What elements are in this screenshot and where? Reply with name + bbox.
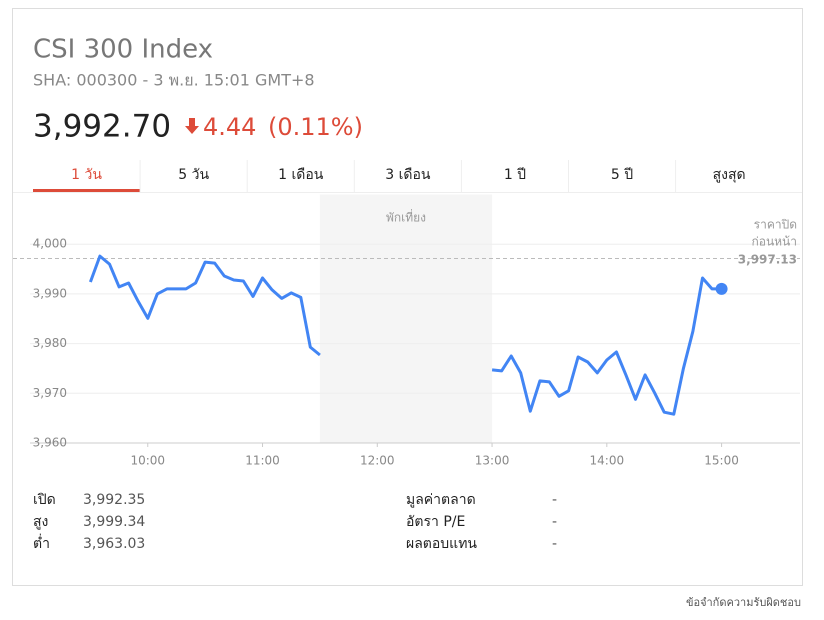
stat-value: 3,999.34 bbox=[83, 514, 145, 530]
y-tick-label: 3,960 bbox=[33, 436, 67, 450]
x-tick-label: 13:00 bbox=[475, 454, 510, 468]
change: 4.44 bbox=[203, 113, 256, 141]
stat-label: มูลค่าตลาด bbox=[406, 492, 476, 508]
stat-label: ผลตอบแทน bbox=[406, 536, 477, 552]
stat-label: อัตรา P/E bbox=[406, 514, 465, 530]
stat-label: เปิด bbox=[33, 492, 56, 508]
price: 3,992.70 bbox=[33, 109, 171, 145]
x-tick-label: 12:00 bbox=[360, 454, 395, 468]
y-tick-label: 3,970 bbox=[33, 386, 67, 400]
tab-underline bbox=[33, 189, 141, 192]
lunch-break bbox=[319, 194, 493, 443]
stat-label: ต่ำ bbox=[33, 534, 50, 552]
price-line bbox=[491, 276, 722, 416]
y-tick-label: 3,990 bbox=[33, 286, 67, 300]
tab[interactable]: 3 เดือน bbox=[385, 167, 431, 183]
tab[interactable]: 5 วัน bbox=[178, 167, 209, 183]
previous-close-label: ราคาปิด bbox=[754, 218, 797, 232]
tab[interactable]: 1 เดือน bbox=[278, 167, 324, 183]
tab[interactable]: 1 ปี bbox=[504, 167, 526, 183]
stat-value: - bbox=[552, 536, 557, 552]
stat-label: สูง bbox=[33, 514, 48, 530]
x-tick-label: 10:00 bbox=[130, 454, 165, 468]
lunch-break-label: พักเที่ยง bbox=[386, 209, 426, 225]
stat-value: 3,992.35 bbox=[83, 492, 145, 508]
previous-close-value: 3,997.13 bbox=[738, 253, 797, 267]
stat-value: 3,963.03 bbox=[83, 536, 145, 552]
tab[interactable]: 1 วัน bbox=[71, 167, 102, 183]
subtitle: SHA: 000300 - 3 พ.ย. 15:01 GMT+8 bbox=[33, 71, 315, 90]
x-tick-label: 11:00 bbox=[245, 454, 280, 468]
tab[interactable]: 5 ปี bbox=[611, 167, 633, 183]
price-line bbox=[88, 254, 321, 357]
tab[interactable]: สูงสุด bbox=[713, 167, 746, 183]
down-arrow bbox=[185, 118, 199, 134]
footer-link[interactable]: ข้อจำกัดความรับผิดชอบ bbox=[686, 596, 801, 609]
last-point bbox=[715, 282, 728, 295]
x-tick-label: 15:00 bbox=[704, 454, 739, 468]
stat-value: - bbox=[552, 492, 557, 508]
previous-close-label: ก่อนหน้า bbox=[751, 235, 797, 249]
x-tick-label: 14:00 bbox=[590, 454, 625, 468]
y-tick-label: 3,980 bbox=[33, 336, 67, 350]
title: CSI 300 Index bbox=[33, 35, 213, 65]
change-percent: (0.11%) bbox=[268, 113, 363, 141]
stat-value: - bbox=[552, 514, 557, 530]
y-tick-label: 4,000 bbox=[33, 237, 67, 251]
